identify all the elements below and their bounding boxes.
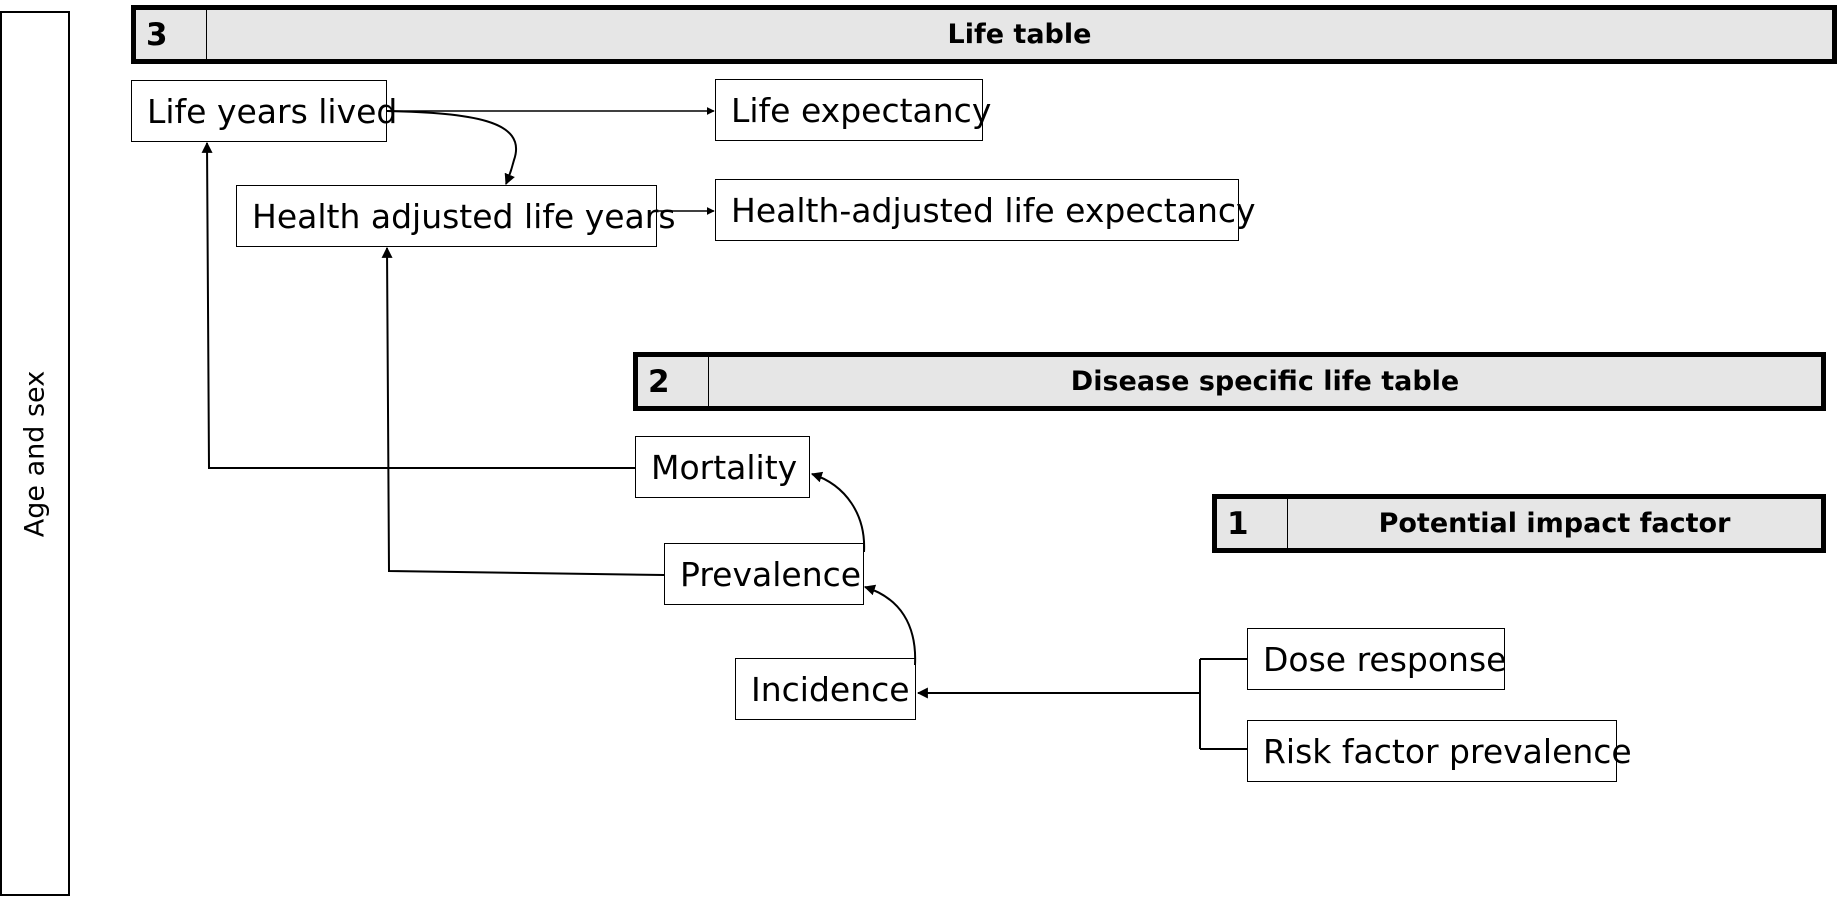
prevalence-box: Prevalence xyxy=(664,543,864,605)
arrow-incidence-to-prevalence xyxy=(863,584,917,666)
health-adjusted-life-years-box: Health adjusted life years xyxy=(236,185,676,247)
impact-factor-number: 1 xyxy=(1217,499,1288,548)
life-table-number: 3 xyxy=(136,10,207,59)
disease-table-number: 2 xyxy=(638,357,709,406)
arrow-lyl-to-haly xyxy=(386,110,517,186)
arrow-prevalence-to-haly xyxy=(381,246,665,576)
health-adjusted-life-expectancy-box: Health-adjusted life expectancy xyxy=(715,179,1256,241)
life-expectancy-box: Life expectancy xyxy=(715,79,991,141)
incidence-box: Incidence xyxy=(735,658,916,720)
potential-impact-factor-header: 1 Potential impact factor xyxy=(1212,494,1826,553)
disease-table-title: Disease specific life table xyxy=(1070,366,1460,397)
risk-factor-prevalence-box: Risk factor prevalence xyxy=(1247,720,1632,782)
impact-factor-title: Potential impact factor xyxy=(1378,508,1731,539)
life-table-header: 3 Life table xyxy=(131,5,1837,64)
life-table-title: Life table xyxy=(947,19,1092,50)
mortality-box: Mortality xyxy=(635,436,810,498)
dose-response-box: Dose response xyxy=(1247,628,1506,690)
age-and-sex-panel: Age and sex xyxy=(0,11,70,896)
arrow-mortality-to-lyl xyxy=(201,141,635,469)
arrow-prevalence-to-mortality xyxy=(810,471,866,553)
disease-specific-life-table-header: 2 Disease specific life table xyxy=(633,352,1826,411)
life-years-lived-box: Life years lived xyxy=(131,80,397,142)
